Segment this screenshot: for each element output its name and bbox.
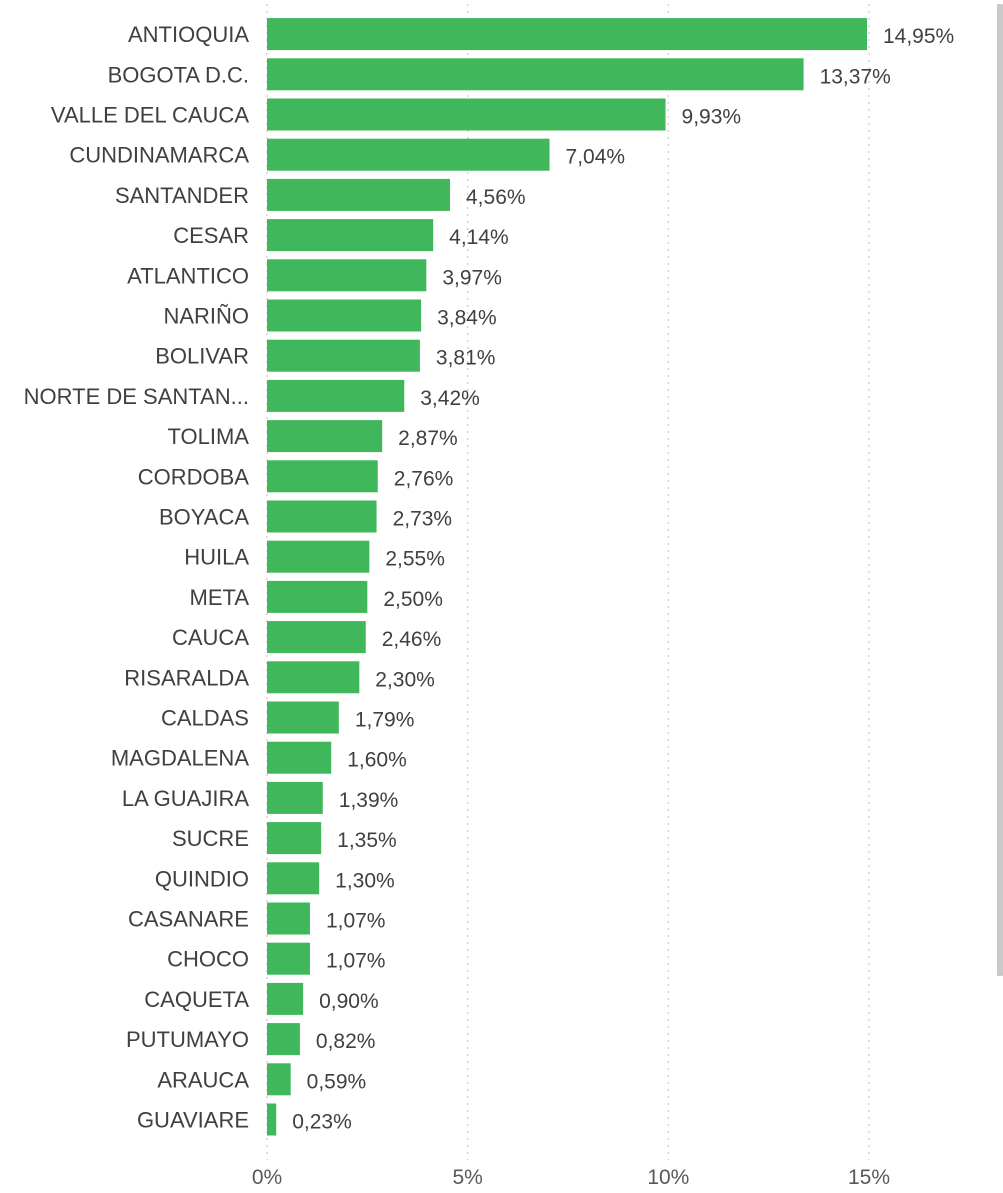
bar [267, 460, 378, 493]
bar [267, 339, 420, 372]
category-label: LA GUAJIRA [122, 786, 249, 811]
value-label: 14,95% [883, 25, 954, 48]
category-label: BOYACA [159, 505, 249, 530]
value-label: 2,55% [385, 548, 445, 571]
bar [267, 379, 405, 412]
bar [267, 621, 366, 654]
bar [267, 942, 310, 975]
value-label: 2,46% [382, 628, 442, 651]
value-label: 4,14% [449, 226, 509, 249]
category-label: QUINDIO [155, 866, 249, 891]
bar [267, 1103, 277, 1136]
value-label: 2,30% [375, 668, 435, 691]
value-label: 2,87% [398, 427, 458, 450]
value-label: 0,82% [316, 1030, 376, 1053]
bar [267, 1023, 300, 1056]
category-label: MAGDALENA [111, 746, 249, 771]
bar [267, 741, 332, 774]
category-label: NORTE DE SANTAN... [24, 384, 249, 409]
category-label: CUNDINAMARCA [69, 143, 249, 168]
value-label: 3,84% [437, 307, 497, 330]
bar [267, 661, 360, 694]
category-label: GUAVIARE [137, 1108, 249, 1133]
category-label: SUCRE [172, 826, 249, 851]
bar [267, 299, 422, 332]
bar [267, 1063, 291, 1096]
category-label: CAQUETA [144, 987, 249, 1012]
bar [267, 420, 383, 453]
bar [267, 862, 320, 895]
category-label: CESAR [173, 223, 249, 248]
category-label: VALLE DEL CAUCA [51, 103, 249, 128]
category-label: ATLANTICO [127, 263, 249, 288]
value-label: 4,56% [466, 186, 526, 209]
value-label: 2,76% [394, 467, 454, 490]
value-label: 1,35% [337, 829, 397, 852]
x-tick-label: 5% [452, 1166, 482, 1188]
value-label: 1,79% [355, 709, 415, 732]
value-label: 9,93% [682, 106, 742, 129]
value-label: 3,81% [436, 347, 496, 370]
value-label: 0,90% [319, 990, 379, 1013]
category-label: META [190, 585, 250, 610]
category-label: PUTUMAYO [126, 1027, 249, 1052]
bar [267, 98, 666, 131]
value-label: 2,73% [393, 508, 453, 531]
bar [267, 580, 368, 613]
bar [267, 178, 451, 211]
bar [267, 982, 304, 1015]
bar [267, 259, 427, 292]
x-tick-label: 0% [252, 1166, 282, 1188]
value-label: 0,59% [307, 1070, 367, 1093]
bar [267, 18, 867, 51]
category-label: CASANARE [128, 907, 249, 932]
value-label: 1,39% [339, 789, 399, 812]
value-label: 3,42% [420, 387, 480, 410]
category-label: SANTANDER [115, 183, 249, 208]
category-label: TOLIMA [167, 424, 249, 449]
value-label: 1,30% [335, 869, 395, 892]
value-label: 0,23% [292, 1111, 352, 1134]
category-label: BOLIVAR [155, 344, 249, 369]
vertical-scrollbar[interactable] [997, 4, 1003, 976]
value-label: 3,97% [442, 266, 502, 289]
category-label: RISARALDA [124, 665, 249, 690]
category-label: ANTIOQUIA [128, 22, 249, 47]
x-tick-label: 10% [647, 1166, 689, 1188]
bar [267, 822, 322, 855]
bar [267, 138, 550, 171]
bar [267, 540, 370, 573]
category-label: BOGOTA D.C. [108, 62, 249, 87]
value-label: 1,07% [326, 910, 386, 933]
category-label: CORDOBA [138, 464, 250, 489]
value-label: 1,60% [347, 749, 407, 772]
value-label: 13,37% [820, 65, 891, 88]
bar [267, 902, 310, 935]
category-label: NARIÑO [163, 304, 249, 329]
bar [267, 701, 339, 734]
bar [267, 500, 377, 533]
x-tick-label: 15% [848, 1166, 890, 1188]
value-label: 1,07% [326, 950, 386, 973]
bar [267, 781, 323, 814]
category-label: ARAUCA [157, 1067, 249, 1092]
bar [267, 58, 804, 91]
category-label: CALDAS [161, 706, 249, 731]
value-label: 2,50% [383, 588, 443, 611]
category-label: HUILA [184, 545, 249, 570]
category-label: CAUCA [172, 625, 249, 650]
category-label: CHOCO [167, 947, 249, 972]
value-label: 7,04% [566, 146, 626, 169]
bar [267, 219, 434, 252]
